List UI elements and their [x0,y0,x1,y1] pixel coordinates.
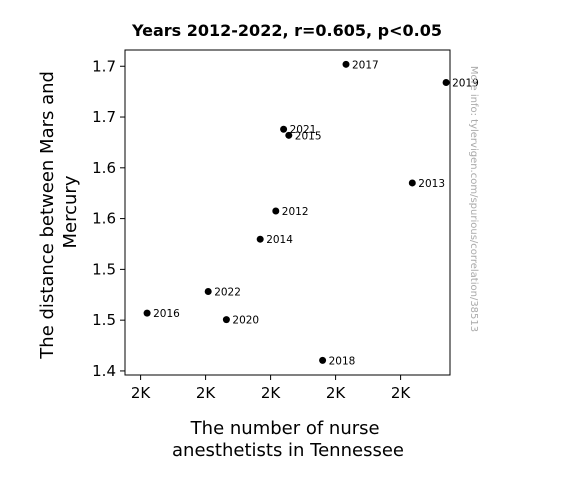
data-point-2012 [272,207,280,215]
data-point-2017 [342,60,350,68]
data-point-2016 [143,309,151,317]
data-point-label-2016: 2016 [153,308,180,320]
y-axis-label-line-1: The distance between Mars and [37,71,58,360]
data-point-label-2015: 2015 [295,130,322,142]
y-tick-label: 1.5 [92,311,116,329]
x-tick-label: 2K [261,384,282,402]
data-point-2018 [319,356,327,364]
y-tick-label: 1.7 [92,108,116,126]
y-tick-label: 1.7 [92,57,116,75]
data-point-label-2019: 2019 [452,78,479,90]
data-point-label-2018: 2018 [329,355,356,367]
data-point-2020 [222,316,230,324]
y-tick-label: 1.5 [92,260,116,278]
x-axis-label-line-2: anesthetists in Tennessee [172,440,404,461]
x-tick-label: 2K [131,384,152,402]
x-axis-label: The number of nurse anesthetists in Tenn… [172,418,404,461]
data-point-label-2022: 2022 [214,287,241,299]
data-point-label-2021: 2021 [290,124,317,136]
x-tick-label: 2K [326,384,347,402]
y-tick-label: 1.4 [92,362,116,380]
data-point-2022 [204,288,212,296]
data-point-2013 [408,179,416,187]
data-point-label-2017: 2017 [352,59,379,71]
source-note: More info: tylervigen.com/spurious/corre… [468,66,479,332]
y-axis-label: The distance between Mars and Mercury [37,65,81,359]
x-tick-label: 2K [391,384,412,402]
data-point-label-2020: 2020 [232,315,259,327]
chart-title: Years 2012-2022, r=0.605, p<0.05 [131,21,442,40]
x-axis-ticks: 2K 2K 2K 2K 2K [131,375,412,402]
data-point-label-2014: 2014 [266,234,293,246]
y-tick-label: 1.6 [92,210,116,228]
y-axis-label-line-2: Mercury [60,175,81,248]
data-point-2021 [280,125,288,133]
x-tick-label: 2K [196,384,217,402]
y-axis-ticks: 1.4 1.5 1.5 1.6 1.6 1.7 1.7 [92,57,125,380]
data-points: 2012 2013 2014 2015 2016 2017 2018 2019 2020 2021… [143,59,479,367]
plot-area [124,49,451,376]
data-point-label-2013: 2013 [418,178,445,190]
data-point-2014 [256,235,264,243]
data-point-2019 [442,79,450,86]
data-point-2015 [285,131,293,139]
x-axis-label-line-1: The number of nurse [190,418,380,439]
y-tick-label: 1.6 [92,159,116,177]
data-point-label-2012: 2012 [282,206,309,218]
